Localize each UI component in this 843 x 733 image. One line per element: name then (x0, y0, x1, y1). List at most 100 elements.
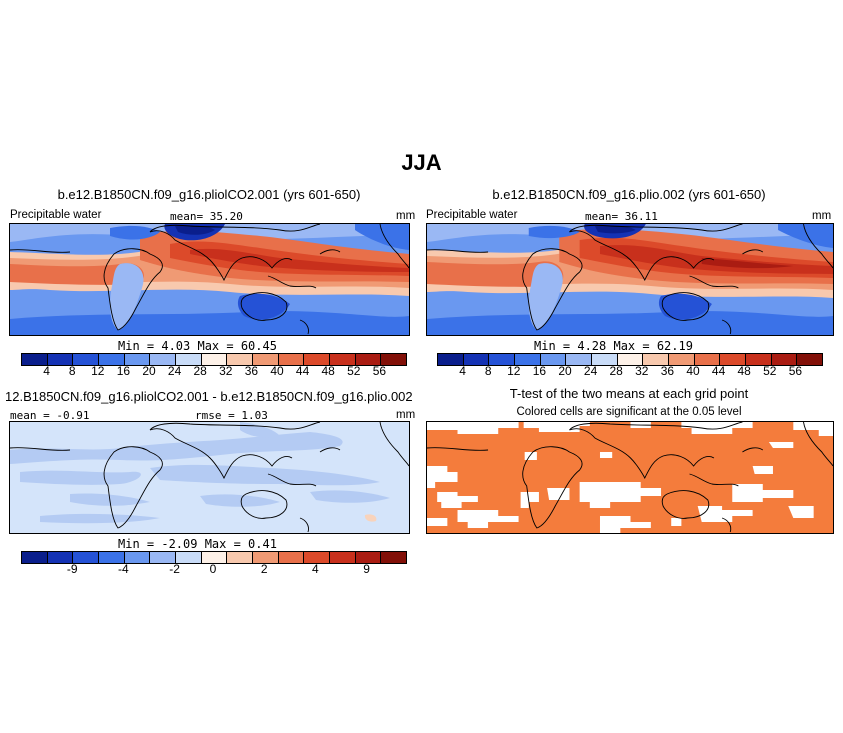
colorbar-swatch (304, 354, 331, 365)
colorbar-tick: 12 (507, 364, 521, 378)
colorbar-swatch (150, 354, 177, 365)
colorbar-swatch (720, 354, 747, 365)
colorbar-swatch (463, 354, 490, 365)
colorbar-swatch (99, 552, 125, 563)
colorbar-swatch (330, 354, 356, 365)
colorbar-tick: 48 (737, 364, 751, 378)
panel1-variable-label: Precipitable water (10, 209, 102, 221)
panel1-colorbar (21, 353, 407, 366)
colorbar-tick: 36 (244, 364, 259, 378)
colorbar-tick: 32 (635, 364, 649, 378)
colorbar-swatch (73, 354, 100, 365)
colorbar-tick: 8 (484, 364, 492, 378)
colorbar-tick: 4 (43, 364, 50, 378)
colorbar-tick: -4 (118, 562, 129, 576)
panel1-colorbar-ticks: 4 8 12 16 20 24 28 32 36 40 44 48 52 56 (21, 364, 405, 380)
panel2-colorbar (437, 353, 823, 366)
panel3-units-label: mm (396, 409, 416, 421)
panel2-title: b.e12.B1850CN.f09_g16.plio.002 (yrs 601-… (492, 187, 766, 202)
colorbar-swatch (73, 552, 100, 563)
panel3-rmse-label: rmse = 1.03 (195, 409, 268, 422)
panel2-colorbar-ticks: 4 8 12 16 20 24 28 32 36 40 44 48 52 56 (437, 364, 821, 380)
colorbar-swatch (771, 354, 798, 365)
colorbar-tick: 48 (321, 364, 335, 378)
panel1-mean-label: mean= 35.20 (170, 210, 243, 223)
colorbar-swatch (22, 354, 48, 365)
colorbar-swatch (355, 354, 382, 365)
panel4-subtitle: Colored cells are significant at the 0.0… (516, 406, 742, 418)
colorbar-swatch (797, 354, 823, 365)
colorbar-swatch (381, 354, 407, 365)
colorbar-tick: 0 (209, 562, 217, 576)
panel3-title: 12.B1850CN.f09_g16.pliolCO2.001 - b.e12.… (5, 389, 413, 404)
colorbar-tick: 40 (270, 364, 284, 378)
colorbar-swatch (355, 552, 382, 563)
panel3-mean-label: mean = -0.91 (10, 409, 90, 422)
colorbar-swatch (124, 552, 151, 563)
panel4-title: T-test of the two means at each grid poi… (509, 386, 749, 401)
colorbar-tick: 52 (763, 364, 777, 378)
colorbar-tick: 52 (347, 364, 361, 378)
colorbar-swatch (540, 354, 567, 365)
colorbar-swatch (669, 354, 695, 365)
colorbar-swatch (201, 552, 228, 563)
colorbar-swatch (227, 552, 254, 563)
colorbar-tick: 28 (193, 364, 207, 378)
colorbar-swatch (515, 354, 541, 365)
colorbar-swatch (489, 354, 516, 365)
colorbar-swatch (253, 354, 279, 365)
panel2-variable-label: Precipitable water (426, 209, 518, 221)
colorbar-swatch (253, 552, 279, 563)
colorbar-tick: 44 (711, 364, 726, 378)
colorbar-swatch (278, 552, 305, 563)
colorbar-tick: 20 (558, 364, 572, 378)
colorbar-tick: 8 (68, 364, 76, 378)
panel3-minmax-label: Min = -2.09 Max = 0.41 (118, 537, 277, 551)
colorbar-tick: 20 (142, 364, 156, 378)
panel3-map (9, 421, 410, 534)
colorbar-tick: 2 (260, 562, 268, 576)
colorbar-swatch (617, 354, 644, 365)
colorbar-swatch (227, 354, 254, 365)
colorbar-tick: -2 (169, 562, 180, 576)
panel3-colorbar-ticks: -9 -4 -2 0 2 4 9 (21, 562, 405, 578)
colorbar-tick: 44 (295, 364, 310, 378)
panel1-title: b.e12.B1850CN.f09_g16.pliolCO2.001 (yrs … (57, 187, 361, 202)
colorbar-tick: 4 (312, 562, 319, 576)
colorbar-swatch (694, 354, 721, 365)
colorbar-swatch (746, 354, 772, 365)
colorbar-tick: 12 (91, 364, 105, 378)
colorbar-swatch (304, 552, 331, 563)
colorbar-tick: 24 (583, 364, 598, 378)
colorbar-swatch (201, 354, 228, 365)
colorbar-swatch (566, 354, 593, 365)
colorbar-tick: 56 (372, 364, 387, 378)
colorbar-tick: 40 (686, 364, 700, 378)
colorbar-swatch (643, 354, 670, 365)
colorbar-swatch (330, 552, 356, 563)
colorbar-swatch (176, 354, 202, 365)
panel1-minmax-label: Min = 4.03 Max = 60.45 (118, 339, 277, 353)
colorbar-tick: -9 (66, 562, 78, 576)
panel1-map (9, 223, 410, 336)
panel2-units-label: mm (812, 210, 832, 222)
colorbar-tick: 9 (363, 562, 370, 576)
colorbar-swatch (47, 354, 74, 365)
colorbar-tick: 16 (532, 364, 547, 378)
colorbar-swatch (124, 354, 151, 365)
colorbar-tick: 16 (116, 364, 131, 378)
colorbar-tick: 56 (788, 364, 803, 378)
colorbar-swatch (592, 354, 618, 365)
colorbar-swatch (47, 552, 74, 563)
panel2-minmax-label: Min = 4.28 Max = 62.19 (534, 339, 693, 353)
colorbar-swatch (438, 354, 464, 365)
panel1-units-label: mm (396, 210, 416, 222)
colorbar-tick: 28 (609, 364, 623, 378)
colorbar-swatch (99, 354, 125, 365)
colorbar-swatch (278, 354, 305, 365)
colorbar-tick: 24 (167, 364, 182, 378)
colorbar-tick: 32 (219, 364, 233, 378)
colorbar-swatch (150, 552, 177, 563)
colorbar-tick: 4 (459, 364, 466, 378)
panel2-mean-label: mean= 36.11 (585, 210, 658, 223)
